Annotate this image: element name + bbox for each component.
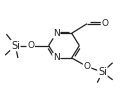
Text: N: N	[53, 53, 60, 62]
Text: O: O	[102, 19, 108, 28]
Text: N: N	[53, 29, 60, 38]
Text: O: O	[27, 41, 34, 50]
Text: O: O	[84, 62, 90, 71]
Text: Si: Si	[11, 41, 20, 51]
Text: Si: Si	[98, 67, 107, 77]
